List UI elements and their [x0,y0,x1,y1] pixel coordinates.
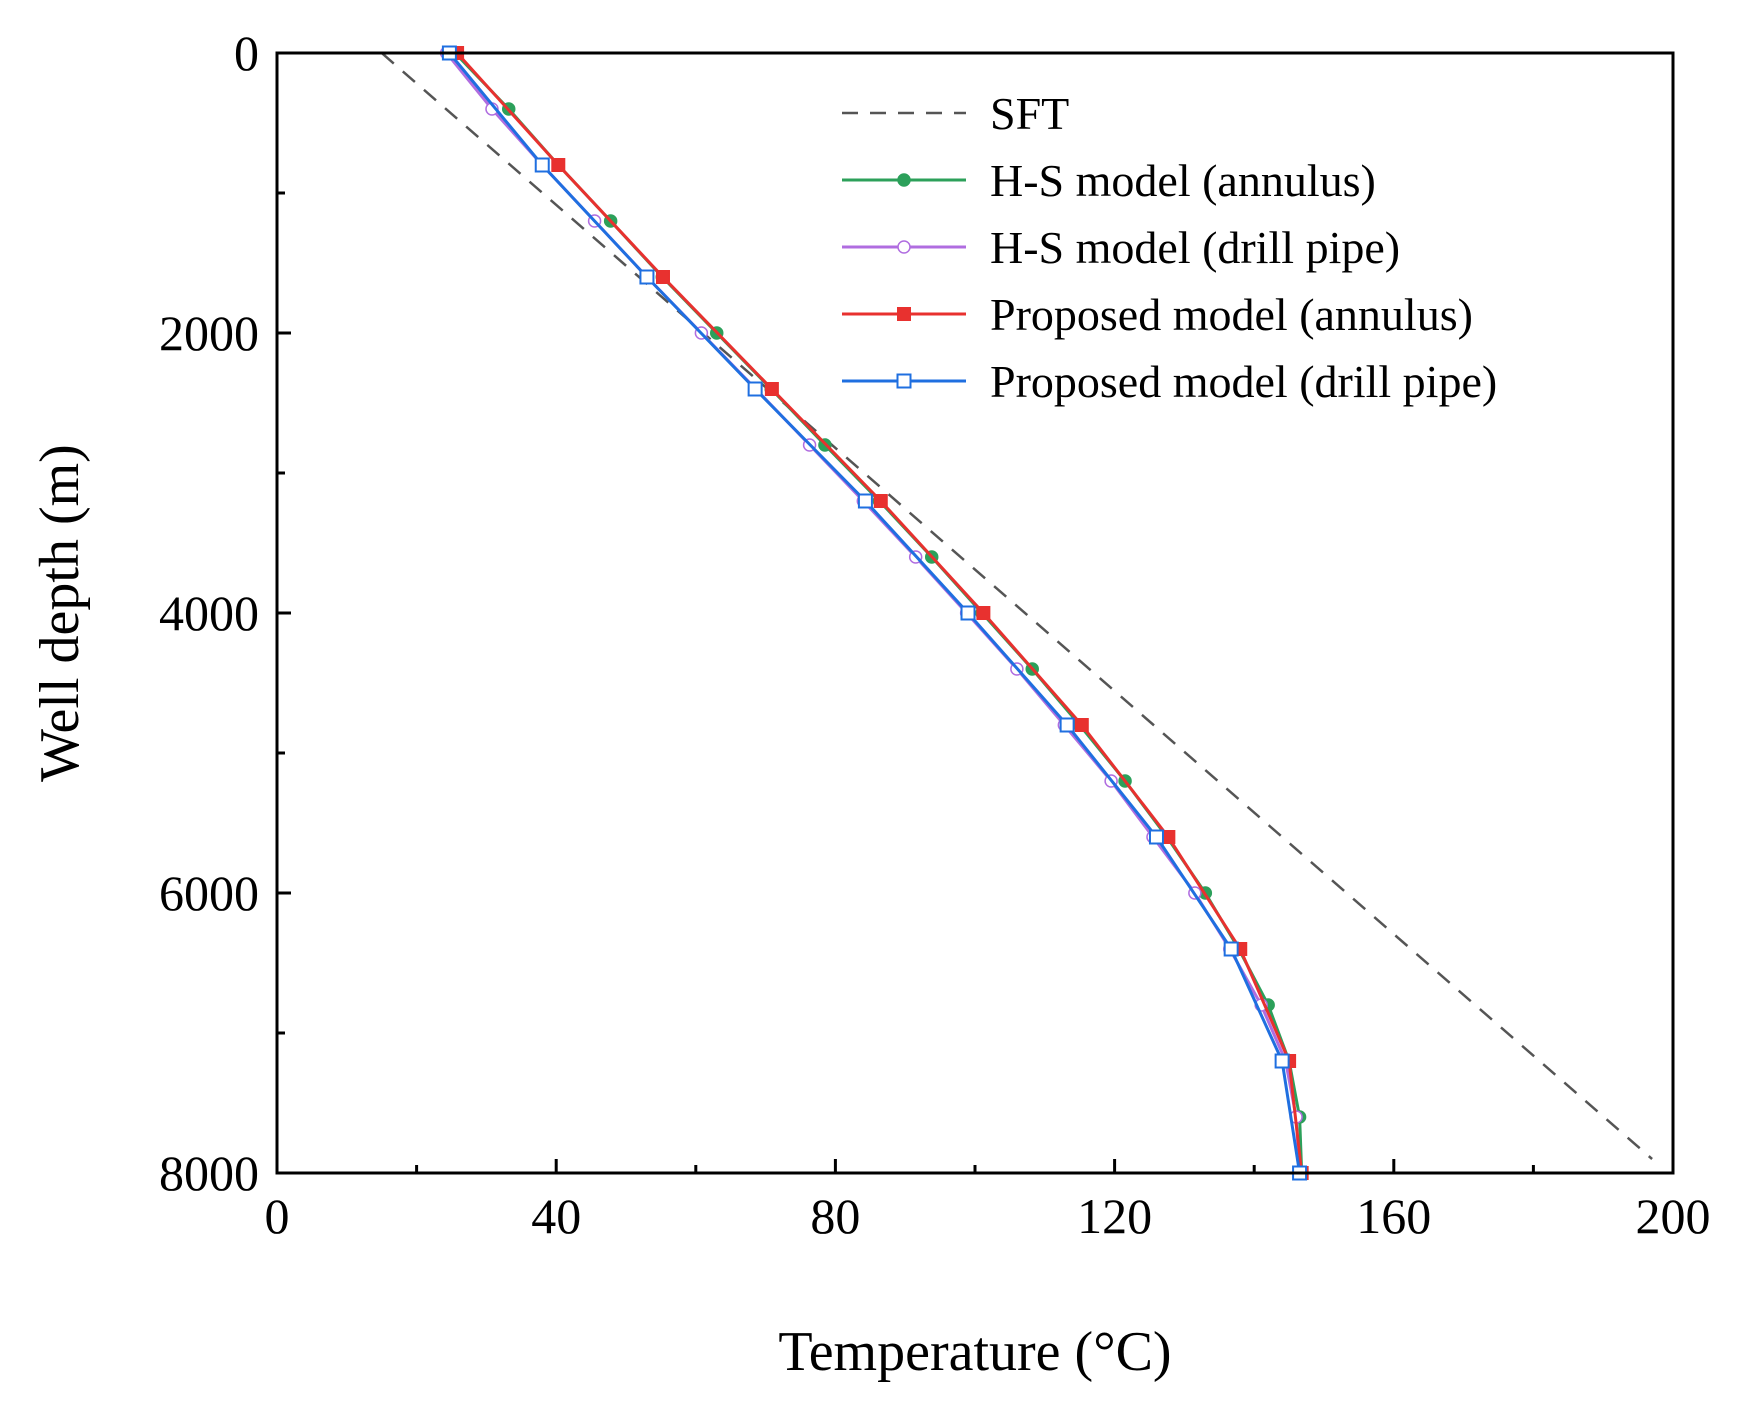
series-layer [380,45,1653,1181]
legend-swatch-marker [897,240,911,254]
y-tick-label: 4000 [159,585,259,641]
legend-label: H-S model (annulus) [990,155,1376,206]
x-tick-label: 0 [265,1188,290,1244]
y-tick-label: 8000 [159,1145,259,1201]
series-1 [380,52,1653,1160]
legend-label: H-S model (drill pipe) [990,222,1400,273]
legend-item: H-S model (drill pipe) [842,222,1400,273]
data-point [534,157,550,173]
series-5 [441,45,1308,1181]
y-axis-title: Well depth (m) [29,444,91,782]
data-point [1274,1053,1290,1069]
data-point [1148,829,1164,845]
data-point [655,270,670,284]
data-point [976,606,991,620]
data-point [639,269,655,285]
data-point [1074,718,1089,732]
legend-swatch-marker [897,307,911,321]
legend-label: Proposed model (annulus) [990,289,1473,340]
legend-item: SFT [842,88,1069,139]
data-point [747,381,763,397]
data-point [1059,717,1075,733]
data-point [960,605,976,621]
legend-item: Proposed model (annulus) [842,289,1473,340]
x-tick-label: 160 [1356,1188,1431,1244]
x-tick-label: 120 [1077,1188,1152,1244]
data-point [551,158,566,172]
legend-swatch-marker [896,373,912,389]
y-tick-label: 0 [234,25,259,81]
x-tick-label: 200 [1636,1188,1711,1244]
legend-swatch-marker [897,173,911,187]
data-point [873,494,888,508]
data-point [1223,941,1239,957]
data-point [857,493,873,509]
series-line [380,52,1653,1160]
legend-item: Proposed model (drill pipe) [842,356,1497,407]
legend-label: Proposed model (drill pipe) [990,356,1497,407]
x-tick-label: 40 [531,1188,581,1244]
legend-item: H-S model (annulus) [842,155,1376,206]
legend-label: SFT [990,88,1069,139]
y-tick-label: 2000 [159,305,259,361]
x-tick-label: 80 [810,1188,860,1244]
x-axis-title: Temperature (°C) [778,1321,1171,1383]
data-point [764,382,779,396]
legend: SFT H-S model (annulus) H-S model (drill p… [842,88,1497,407]
y-tick-label: 6000 [159,865,259,921]
